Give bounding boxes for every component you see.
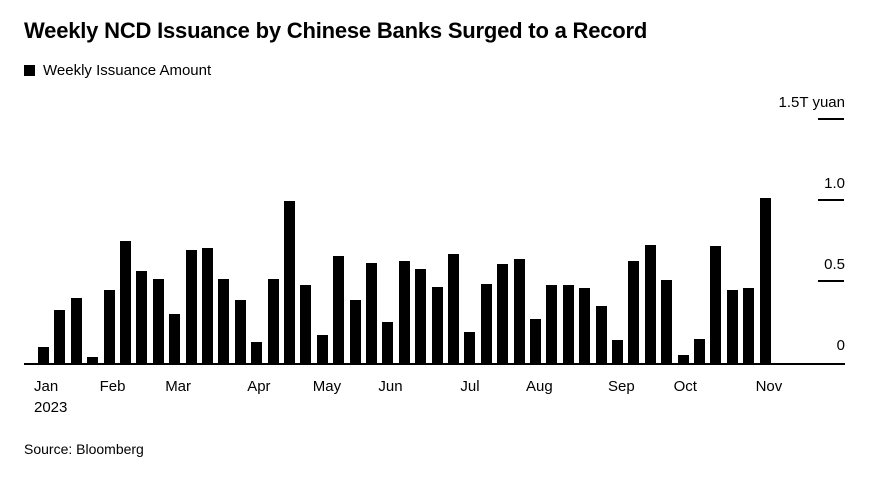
x-axis-label: Jul bbox=[460, 378, 480, 395]
bar bbox=[70, 298, 82, 363]
bar bbox=[628, 261, 640, 363]
bar bbox=[152, 279, 164, 363]
bar bbox=[743, 288, 755, 363]
bar bbox=[431, 287, 443, 363]
x-axis-line bbox=[24, 363, 845, 365]
bar bbox=[562, 285, 574, 363]
bar bbox=[415, 269, 427, 363]
source-note: Source: Bloomberg bbox=[24, 441, 144, 457]
bar bbox=[464, 332, 476, 363]
bar bbox=[382, 322, 394, 363]
x-axis-year-label: 2023 bbox=[34, 399, 68, 416]
bar bbox=[677, 355, 689, 363]
bar bbox=[349, 300, 361, 363]
bar bbox=[185, 250, 197, 363]
bar bbox=[202, 248, 213, 363]
bar bbox=[513, 259, 525, 363]
bar bbox=[218, 279, 230, 363]
y-axis-tick bbox=[818, 199, 844, 201]
y-axis-tick bbox=[818, 280, 844, 282]
x-axis-label: Sep bbox=[608, 378, 635, 395]
x-axis-label: Aug bbox=[526, 378, 553, 395]
bar bbox=[366, 263, 377, 363]
bar bbox=[726, 290, 738, 363]
chart-title: Weekly NCD Issuance by Chinese Banks Sur… bbox=[24, 18, 648, 43]
x-axis-label: Oct bbox=[673, 378, 697, 395]
bar bbox=[300, 285, 312, 363]
bar bbox=[251, 342, 263, 363]
x-axis-label: Apr bbox=[247, 378, 271, 395]
y-axis-label: 1.5T yuan bbox=[778, 94, 845, 111]
x-axis-label: Jun bbox=[378, 378, 403, 395]
y-axis-label: 0.5 bbox=[824, 256, 845, 273]
x-axis-label: Feb bbox=[99, 378, 126, 395]
bar bbox=[38, 347, 49, 363]
y-axis-label: 0 bbox=[836, 337, 845, 354]
legend: Weekly Issuance Amount bbox=[24, 62, 211, 79]
bar bbox=[595, 306, 607, 363]
bar bbox=[612, 340, 623, 363]
x-axis-label: Nov bbox=[755, 378, 783, 395]
bar bbox=[103, 290, 115, 363]
bar bbox=[644, 245, 656, 363]
bar bbox=[661, 280, 673, 363]
bar bbox=[267, 279, 279, 363]
bar bbox=[480, 284, 492, 363]
bar bbox=[710, 246, 722, 363]
bar bbox=[579, 288, 591, 363]
bar bbox=[759, 198, 771, 363]
bar bbox=[398, 261, 410, 363]
x-axis-label: May bbox=[312, 378, 342, 395]
x-axis-label: Jan bbox=[34, 378, 59, 395]
bar bbox=[284, 201, 295, 363]
bar bbox=[169, 314, 181, 363]
bar bbox=[136, 271, 148, 363]
bar bbox=[87, 357, 99, 363]
legend-swatch-icon bbox=[24, 65, 35, 76]
bar bbox=[530, 319, 541, 363]
y-axis-tick bbox=[818, 118, 844, 120]
bar bbox=[694, 339, 705, 363]
bar bbox=[234, 300, 246, 363]
y-axis-label: 1.0 bbox=[824, 175, 845, 192]
bar bbox=[333, 256, 345, 363]
bar bbox=[497, 264, 509, 363]
x-axis-label: Mar bbox=[165, 378, 192, 395]
bar bbox=[546, 285, 558, 363]
bar bbox=[316, 335, 328, 363]
bar bbox=[448, 254, 459, 363]
bar bbox=[120, 241, 131, 363]
legend-label: Weekly Issuance Amount bbox=[43, 62, 212, 79]
bar bbox=[54, 310, 66, 363]
